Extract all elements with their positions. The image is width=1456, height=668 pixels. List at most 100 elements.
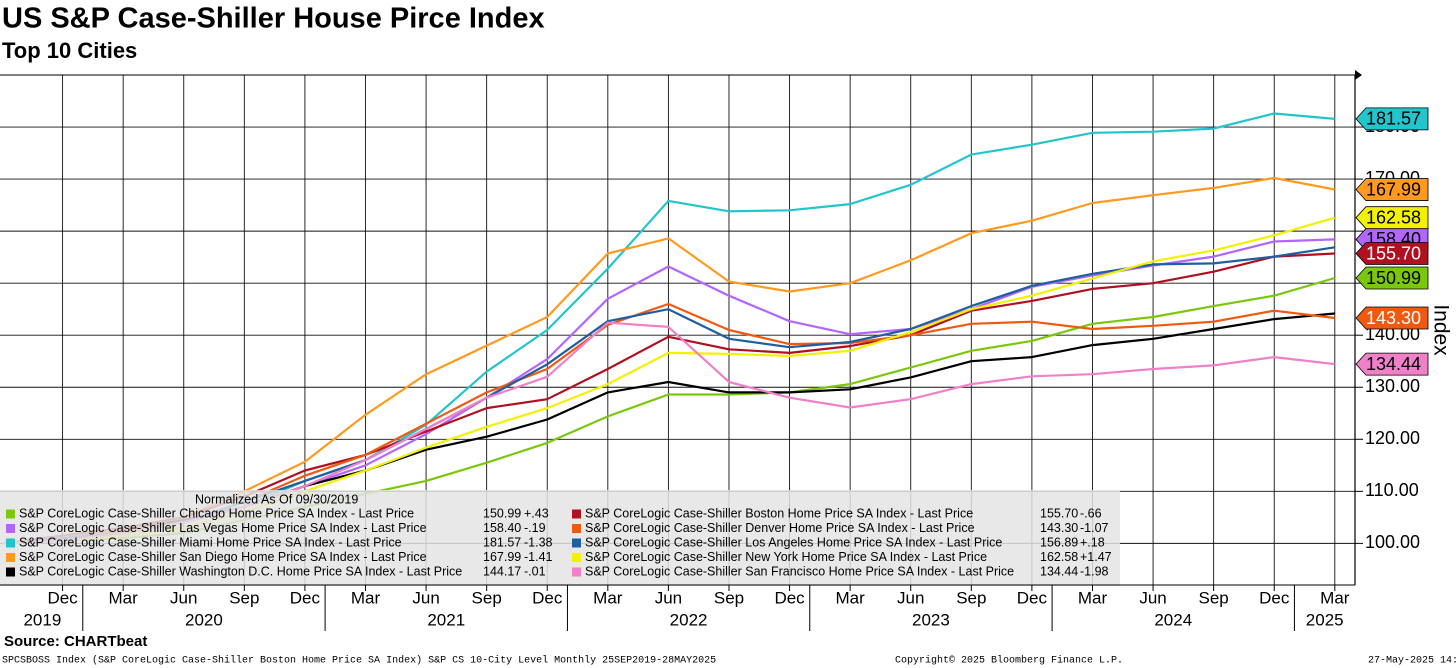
x-tick-label: Jun — [412, 588, 439, 607]
legend-label: S&P CoreLogic Case-Shiller Chicago Home … — [19, 506, 414, 520]
y-tick-label: 110.00 — [1365, 480, 1419, 500]
x-tick-label: Dec — [1259, 588, 1290, 607]
x-tick-label: Dec — [47, 588, 78, 607]
legend-swatch — [6, 553, 15, 562]
legend-label: S&P CoreLogic Case-Shiller Boston Home P… — [585, 506, 973, 520]
value-tag — [1355, 242, 1429, 265]
y-tick-label: 100.00 — [1365, 532, 1420, 552]
legend-swatch — [6, 538, 15, 548]
year-label: 2022 — [670, 610, 708, 629]
x-tick-label: Mar — [1078, 588, 1108, 607]
legend-swatch — [6, 509, 15, 519]
legend-label: S&P CoreLogic Case-Shiller Miami Home Pr… — [19, 535, 402, 549]
chart-title: US S&P Case-Shiller House Pirce Index — [2, 3, 545, 35]
y-axis-title: Index — [1429, 304, 1452, 356]
legend-change: -1.98 — [1080, 564, 1109, 578]
source: Source: CHARTbeat — [4, 633, 147, 650]
legend-value: 162.58 — [1040, 550, 1078, 564]
y-tick-label: 120.00 — [1365, 428, 1420, 448]
legend-value: 134.44 — [1040, 564, 1078, 578]
legend-label: S&P CoreLogic Case-Shiller Las Vegas Hom… — [19, 521, 427, 535]
x-tick-label: Sep — [714, 588, 744, 607]
x-tick-label: Mar — [836, 588, 866, 607]
timestamp: 27-May-2025 14:26:13 — [1368, 656, 1456, 667]
value-tag-label: 150.99 — [1366, 268, 1421, 288]
legend-change: +.43 — [524, 506, 549, 520]
legend-value: 181.57 — [483, 535, 521, 549]
value-tag-label: 134.44 — [1366, 354, 1421, 374]
legend-swatch — [572, 538, 581, 548]
legend-label: S&P CoreLogic Case-Shiller Washington D.… — [19, 564, 462, 578]
x-tick-label: Sep — [229, 588, 259, 607]
value-tag — [1355, 178, 1429, 201]
x-tick-label: Mar — [593, 588, 623, 607]
x-tick-label: Jun — [897, 588, 924, 607]
legend-change: +.18 — [1080, 535, 1105, 549]
legend: Normalized As Of 09/30/2019 S&P CoreLogi… — [0, 490, 1120, 586]
legend-value: 144.17 — [483, 564, 521, 578]
legend-box — [0, 490, 1120, 586]
legend-swatch — [572, 553, 581, 562]
value-tag-label: 155.70 — [1366, 243, 1421, 263]
legend-note: Normalized As Of 09/30/2019 — [195, 492, 358, 506]
x-tick-label: Mar — [1320, 588, 1350, 607]
legend-swatch — [6, 524, 15, 533]
x-tick-label: Dec — [774, 588, 805, 607]
legend-value: 156.89 — [1040, 535, 1078, 549]
legend-value: 158.40 — [483, 521, 521, 535]
legend-value: 143.30 — [1040, 521, 1078, 535]
axes: 100.00110.00120.00130.00140.00150.00160.… — [0, 70, 1420, 631]
value-tag-label: 143.30 — [1366, 308, 1421, 328]
legend-change: +1.47 — [1080, 550, 1112, 564]
legend-swatch — [572, 524, 581, 533]
year-label: 2020 — [185, 610, 223, 629]
x-tick-label: Mar — [109, 588, 139, 607]
x-tick-label: Jun — [1139, 588, 1166, 607]
legend-change: -1.07 — [1080, 521, 1109, 535]
legend-label: S&P CoreLogic Case-Shiller New York Home… — [585, 550, 987, 564]
legend-value: 150.99 — [483, 506, 521, 520]
axis-arrow — [1355, 70, 1362, 80]
value-tag — [1355, 306, 1429, 330]
y-tick-label: 130.00 — [1365, 376, 1420, 396]
value-tag — [1355, 107, 1429, 131]
value-tag — [1355, 206, 1429, 230]
x-tick-label: Sep — [956, 588, 986, 607]
year-label: 2024 — [1154, 610, 1192, 629]
legend-label: S&P CoreLogic Case-Shiller San Diego Hom… — [19, 550, 427, 564]
x-tick-label: Sep — [472, 588, 502, 607]
legend-value: 167.99 — [483, 550, 521, 564]
x-tick-label: Dec — [532, 588, 563, 607]
legend-value: 155.70 — [1040, 506, 1078, 520]
x-tick-label: Dec — [290, 588, 321, 607]
legend-label: S&P CoreLogic Case-Shiller Denver Home P… — [585, 521, 975, 535]
legend-change: -.66 — [1080, 506, 1102, 520]
year-label: 2025 — [1306, 610, 1344, 629]
legend-label: S&P CoreLogic Case-Shiller San Francisco… — [585, 564, 1014, 578]
year-label: 2019 — [23, 610, 61, 629]
legend-change: -1.41 — [524, 550, 553, 564]
legend-label: S&P CoreLogic Case-Shiller Los Angeles H… — [585, 535, 1002, 549]
value-tag-label: 167.99 — [1366, 179, 1421, 199]
x-tick-label: Jun — [655, 588, 682, 607]
x-tick-label: Mar — [351, 588, 381, 607]
x-tick-label: Jun — [170, 588, 197, 607]
x-tick-label: Dec — [1017, 588, 1048, 607]
year-label: 2021 — [427, 610, 465, 629]
value-tag — [1355, 352, 1429, 376]
value-tag-label: 162.58 — [1366, 207, 1421, 227]
legend-change: -.19 — [524, 521, 546, 535]
legend-swatch — [572, 567, 581, 577]
legend-swatch — [572, 509, 581, 519]
legend-change: -.01 — [524, 564, 546, 578]
footer: SPCSBOSS Index (S&P CoreLogic Case-Shill… — [2, 655, 716, 667]
year-label: 2023 — [912, 610, 950, 629]
tags: 150.99158.40181.57167.99155.70143.30162.… — [1355, 107, 1429, 376]
value-tag-label: 181.57 — [1366, 109, 1421, 129]
legend-change: -1.38 — [524, 535, 553, 549]
copyright: Copyright© 2025 Bloomberg Finance L.P. — [895, 655, 1123, 667]
x-tick-label: Sep — [1199, 588, 1229, 607]
value-tag — [1355, 266, 1429, 290]
legend-swatch — [6, 567, 15, 577]
